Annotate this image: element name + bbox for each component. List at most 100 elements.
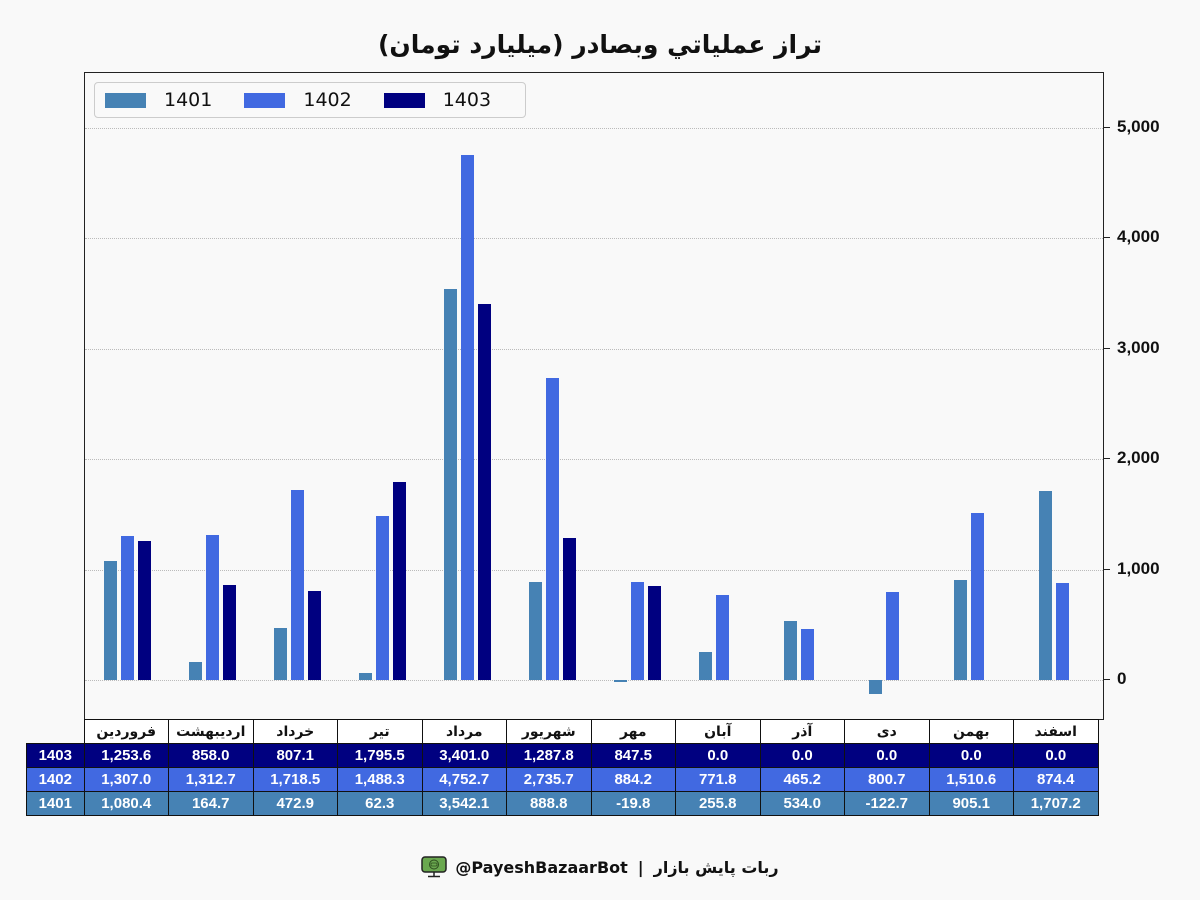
table-row: 1402 1,307.0 1,312.7 1,718.5 1,488.3 4,752.7 2… — [26, 767, 1099, 792]
monitor-icon — [421, 856, 448, 878]
bar-1401 — [189, 661, 202, 680]
month-header: اسفند — [1013, 719, 1099, 744]
value-cell: 0.0 — [1013, 743, 1099, 768]
value-cell: 0.0 — [759, 743, 845, 768]
value-cell: 884.2 — [590, 767, 676, 792]
month-header: خرداد — [252, 719, 338, 744]
bar-1401 — [954, 579, 967, 680]
gridline — [85, 127, 1103, 129]
bar-1401 — [444, 288, 457, 680]
data-table: فروردین اردیبهشت خرداد تیر مرداد شهریور مهر آبا… — [26, 719, 1099, 816]
gridline — [85, 459, 1103, 460]
value-cell: 847.5 — [590, 743, 676, 768]
bar-1403 — [223, 585, 236, 680]
legend-label: 1402 — [303, 89, 352, 111]
table-row: 1403 1,253.6 858.0 807.1 1,795.5 3,401.0 1,287… — [26, 743, 1099, 768]
legend-item-1401: 1401 — [105, 89, 212, 111]
y-tick — [1104, 126, 1110, 128]
footer: @PayeshBazaarBot | ربات پایش بازار — [0, 856, 1200, 878]
value-cell: 800.7 — [844, 767, 930, 792]
month-header: آذر — [759, 719, 845, 744]
value-cell: 1,488.3 — [337, 767, 423, 792]
value-cell: 4,752.7 — [421, 767, 507, 792]
y-tick-label: 3,000 — [1117, 337, 1160, 357]
value-cell: 465.2 — [759, 767, 845, 792]
legend-item-1403: 1403 — [383, 89, 492, 111]
separator: | — [637, 857, 644, 877]
value-cell: 2,735.7 — [506, 767, 592, 792]
value-cell: 874.4 — [1013, 767, 1099, 792]
month-header: آبان — [675, 719, 761, 744]
bar-1402 — [971, 513, 984, 680]
bar-1402 — [461, 154, 474, 680]
gridline — [85, 569, 1103, 571]
bot-handle[interactable]: @PayeshBazaarBot — [455, 857, 628, 877]
bar-1401 — [614, 680, 627, 683]
y-tick-label: 4,000 — [1117, 227, 1160, 246]
legend: 1401 1402 1403 — [94, 82, 526, 118]
bar-1402 — [886, 591, 899, 680]
year-cell: 1403 — [26, 743, 85, 768]
bar-1401 — [869, 680, 882, 694]
gridline — [85, 348, 1103, 350]
bar-1402 — [121, 535, 134, 680]
bar-1401 — [784, 620, 797, 680]
table-row: 1401 1,080.4 164.7 472.9 62.3 3,542.1 888.8 -19… — [26, 791, 1099, 816]
value-cell: 164.7 — [168, 791, 254, 816]
value-cell: 534.0 — [759, 791, 845, 816]
value-cell: 1,253.6 — [83, 743, 169, 768]
value-cell: 1,312.7 — [168, 767, 254, 792]
bar-1401 — [1039, 491, 1052, 680]
month-header: دی — [844, 719, 930, 744]
month-header: اردیبهشت — [168, 719, 254, 744]
y-tick-label: 2,000 — [1117, 448, 1160, 467]
value-cell: 1,718.5 — [252, 767, 338, 792]
bar-1402 — [206, 534, 219, 680]
value-cell: 0.0 — [675, 743, 761, 768]
value-cell: 807.1 — [252, 743, 338, 768]
gridline — [85, 238, 1103, 239]
bar-1402 — [631, 582, 644, 680]
y-tick — [1104, 347, 1110, 349]
value-cell: 1,795.5 — [337, 743, 423, 768]
bar-1402 — [1056, 583, 1069, 680]
value-cell: 255.8 — [675, 791, 761, 816]
y-tick-label: 0 — [1117, 669, 1127, 688]
bar-1401 — [359, 673, 372, 680]
bar-1402 — [801, 628, 814, 680]
y-tick — [1104, 237, 1110, 238]
gridline — [85, 680, 1103, 681]
value-cell: 1,287.8 — [506, 743, 592, 768]
legend-item-1402: 1402 — [244, 89, 352, 111]
legend-swatch — [383, 92, 425, 108]
bar-1401 — [529, 581, 542, 680]
legend-label: 1401 — [164, 89, 213, 111]
bar-1403 — [138, 541, 151, 680]
bot-name: ربات پایش بازار — [653, 857, 779, 877]
value-cell: 1,510.6 — [928, 767, 1014, 792]
value-cell: -122.7 — [844, 791, 930, 816]
month-header: شهریور — [506, 719, 592, 744]
y-tick-label: 1,000 — [1117, 558, 1160, 578]
y-tick — [1104, 679, 1110, 680]
month-header: بهمن — [928, 719, 1014, 744]
month-header: مرداد — [421, 719, 507, 744]
chart-title: تراز عملياتي وبصادر (ميليارد تومان) — [377, 30, 823, 59]
value-cell: 0.0 — [844, 743, 930, 768]
value-cell: 771.8 — [675, 767, 761, 792]
year-cell: 1402 — [26, 767, 85, 792]
value-cell: -19.8 — [590, 791, 676, 816]
legend-swatch — [244, 92, 286, 108]
table-corner — [27, 720, 85, 744]
bar-1402 — [546, 377, 559, 680]
y-tick-label: 5,000 — [1117, 116, 1160, 136]
bar-1403 — [478, 304, 491, 680]
value-cell: 62.3 — [337, 791, 423, 816]
y-tick — [1104, 568, 1110, 570]
legend-swatch — [105, 92, 146, 108]
value-cell: 905.1 — [928, 791, 1014, 816]
value-cell: 1,707.2 — [1013, 791, 1099, 816]
value-cell: 472.9 — [252, 791, 338, 816]
bar-1402 — [376, 515, 389, 680]
legend-label: 1403 — [442, 89, 492, 111]
